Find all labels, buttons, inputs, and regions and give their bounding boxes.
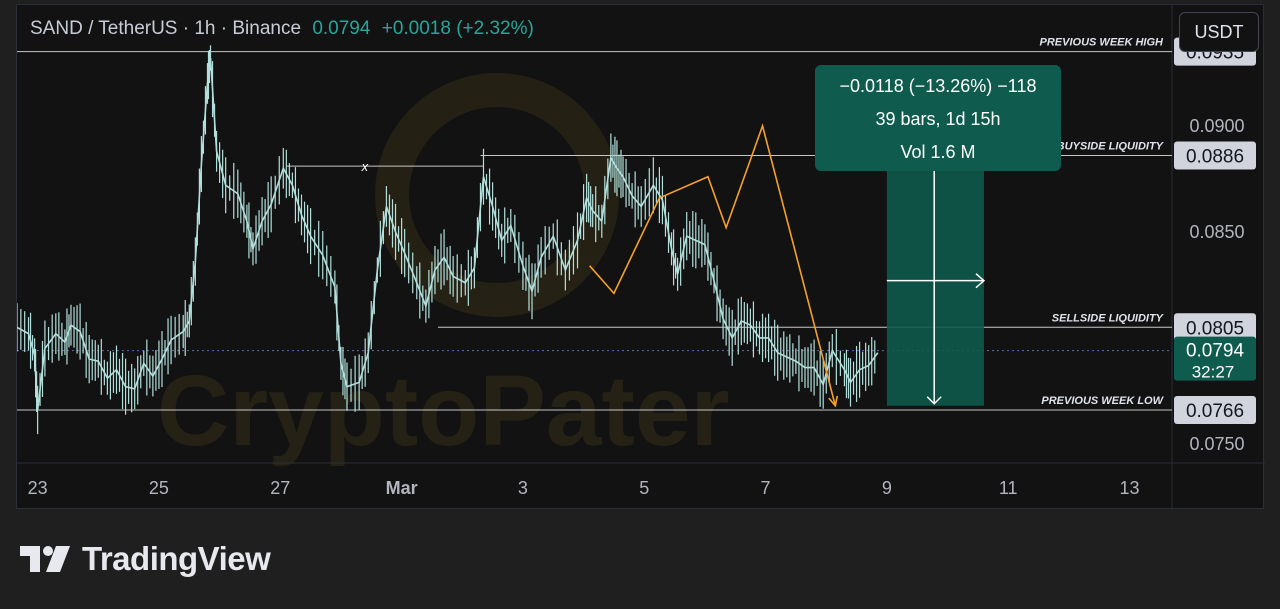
measure-tooltip-line: Vol 1.6 M [900, 142, 975, 162]
arrow-down-icon [926, 396, 942, 405]
level-label: SELLSIDE LIQUIDITY [1052, 312, 1165, 324]
level-label: BUYSIDE LIQUIDITY [1057, 141, 1165, 153]
current-price-tag-bg [1174, 336, 1256, 381]
last-price: 0.0794 [312, 18, 371, 39]
price-tag-label: 0.0886 [1186, 147, 1244, 168]
x-tick-label: Mar [386, 478, 418, 498]
price-tag-bg [1174, 395, 1256, 424]
symbol-header: SAND / TetherUS · 1h · Binance 0.0794 +0… [30, 18, 534, 40]
x-tick-label: 23 [28, 478, 48, 498]
x-tick-label: 25 [149, 478, 169, 498]
tradingview-logo: TradingView [20, 540, 271, 578]
watermark: CryptoPater [157, 73, 729, 467]
measure-tooltip-line: −0.0118 (−13.26%) −118 [840, 76, 1037, 96]
x-tick-label: 27 [270, 478, 290, 498]
x-tick-label: 7 [761, 478, 771, 498]
countdown-label: 32:27 [1192, 363, 1235, 382]
current-price-label: 0.0794 [1186, 341, 1245, 362]
x-tick-label: 5 [639, 478, 649, 498]
price-tag-bg [1174, 141, 1256, 170]
arrow-right-icon [975, 273, 986, 289]
price-tag-label: 0.0766 [1186, 401, 1244, 422]
symbol-title: SAND / TetherUS · 1h · Binance [30, 18, 302, 39]
x-tick-label: 13 [1120, 478, 1140, 498]
price-series-line [17, 57, 879, 411]
x-tick-label: 9 [882, 478, 892, 498]
level-label: PREVIOUS WEEK LOW [1041, 395, 1164, 407]
y-tick-label: 0.0850 [1189, 222, 1244, 242]
price-tag-bg [1174, 313, 1256, 342]
measure-tooltip-bg [815, 65, 1061, 171]
y-tick-label: 0.0750 [1189, 434, 1244, 454]
measure-tooltip-line: 39 bars, 1d 15h [875, 109, 1000, 129]
watermark-logo-icon [375, 73, 619, 317]
zigzag-arrow-icon [828, 395, 839, 408]
level-label: PREVIOUS WEEK HIGH [1040, 37, 1165, 49]
measure-tooltip: −0.0118 (−13.26%) −118 39 bars, 1d 15h Vol… [815, 65, 1061, 171]
swing-marker-label: x [361, 159, 369, 174]
x-tick-label: 11 [999, 478, 1018, 498]
price-tag-label: 0.0805 [1186, 318, 1244, 339]
chart-frame: CryptoPater0.09500.09000.08500.075023252… [16, 4, 1265, 510]
zigzag-projection [589, 123, 837, 406]
currency-button[interactable]: USDT [1179, 12, 1259, 52]
tradingview-wordmark: TradingView [82, 540, 271, 577]
tradingview-icon [20, 546, 70, 572]
price-chart[interactable]: CryptoPater0.09500.09000.08500.075023252… [17, 5, 1265, 510]
x-tick-label: 3 [518, 478, 528, 498]
price-change: +0.0018 (+2.32%) [381, 18, 534, 39]
y-tick-label: 0.0900 [1189, 116, 1244, 136]
watermark-text: CryptoPater [157, 355, 729, 467]
